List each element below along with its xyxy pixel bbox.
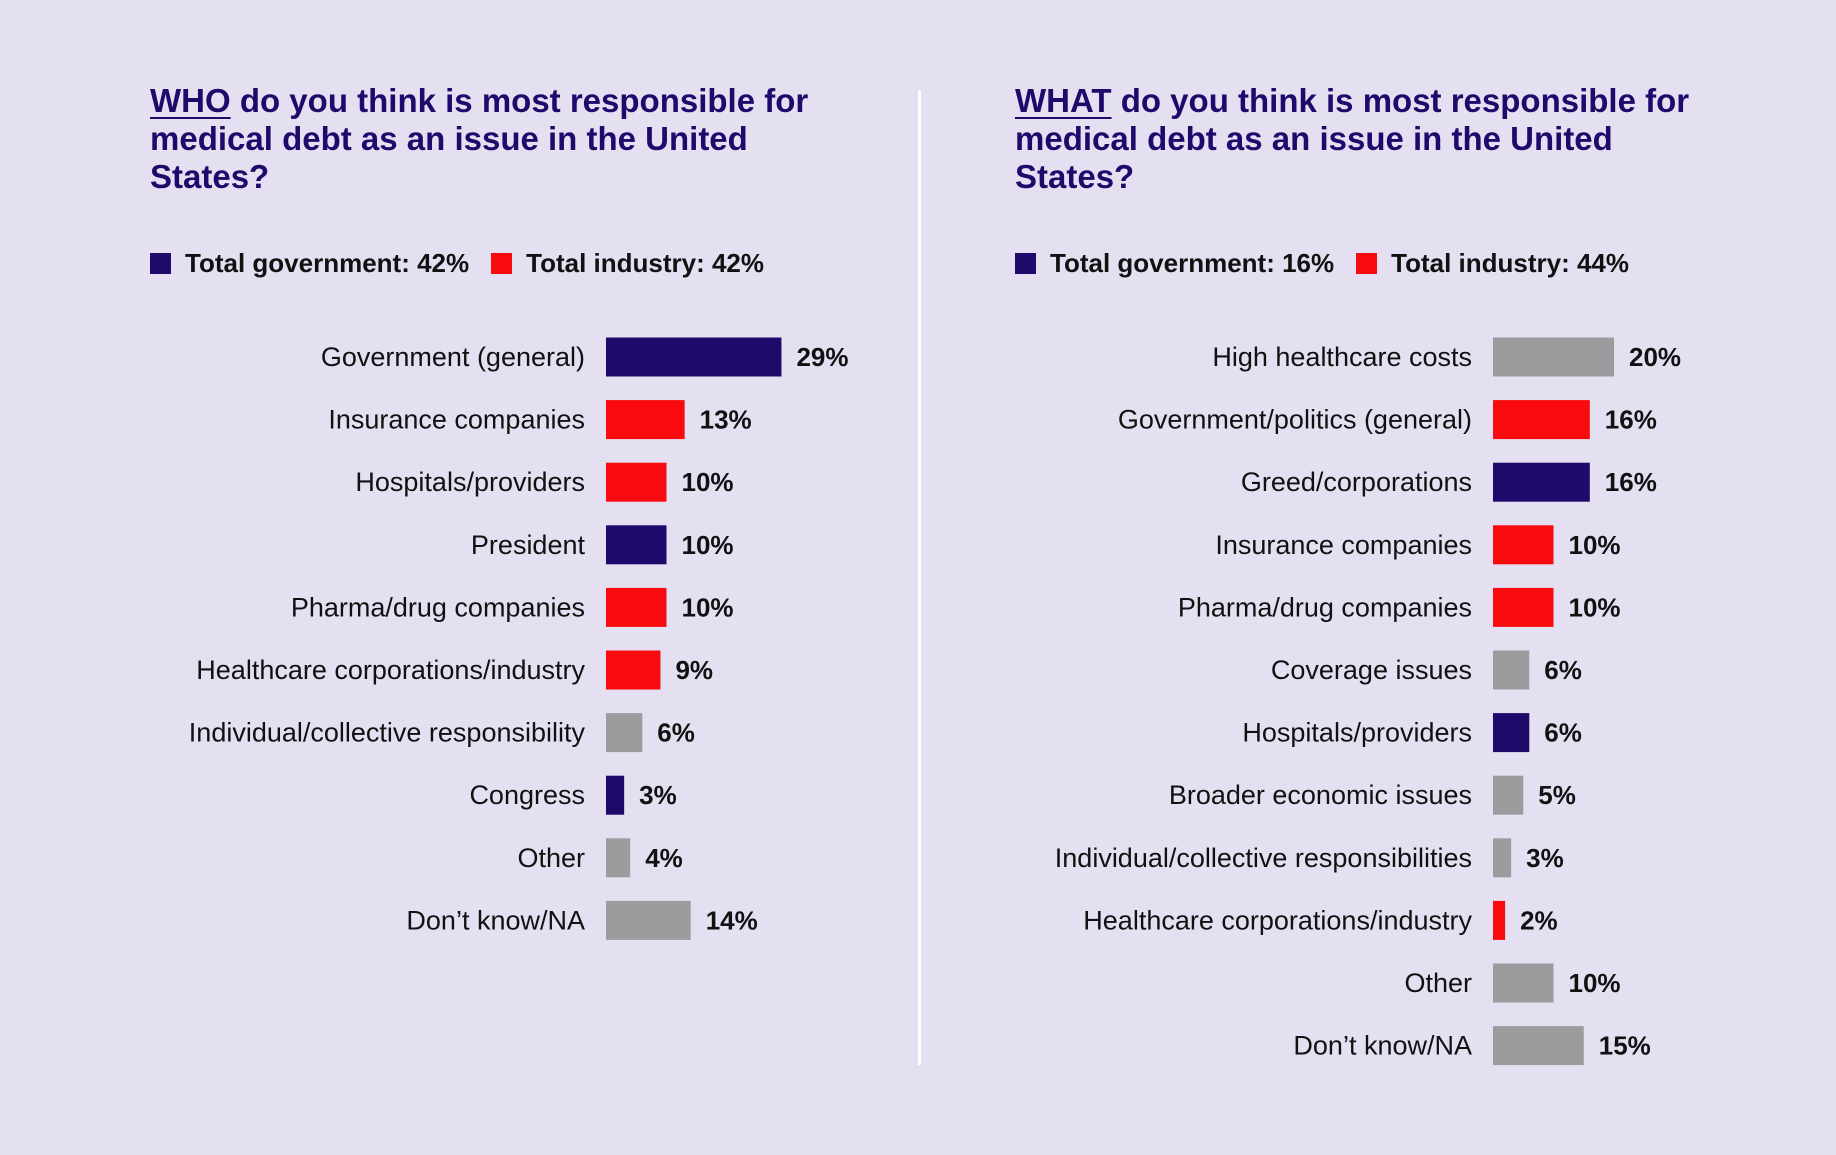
category-label: Healthcare corporations/industry <box>1083 905 1472 935</box>
bar <box>1493 775 1524 815</box>
right-panel: WHAT do you think is most responsible fo… <box>1015 0 1805 1155</box>
category-label: Don’t know/NA <box>1293 1031 1472 1061</box>
value-label: 15% <box>1599 1031 1651 1061</box>
value-label: 3% <box>1526 843 1564 873</box>
category-label: Hospitals/providers <box>355 467 585 497</box>
bar <box>1493 337 1614 377</box>
bar <box>1493 713 1530 753</box>
bar <box>1493 587 1554 627</box>
bar <box>1493 838 1512 878</box>
left-title-text: do you think is most responsible for med… <box>150 82 809 195</box>
category-label: Greed/corporations <box>1241 467 1472 497</box>
legend-label-industry: Total industry: 42% <box>526 248 765 278</box>
legend-swatch-industry <box>491 253 513 274</box>
left-title-keyword: WHO <box>150 82 231 119</box>
right-chart-title: WHAT do you think is most responsible fo… <box>1015 82 1695 196</box>
value-label: 6% <box>1544 718 1582 748</box>
category-label: Insurance companies <box>328 405 585 435</box>
category-label: President <box>471 530 586 560</box>
category-label: Individual/collective responsibility <box>189 718 586 748</box>
bar <box>606 587 667 627</box>
category-label: Other <box>1404 968 1472 998</box>
category-label: Government (general) <box>321 342 585 372</box>
bar <box>606 713 643 753</box>
value-label: 5% <box>1538 780 1576 810</box>
bar <box>1493 650 1530 690</box>
bar <box>1493 400 1590 440</box>
bar <box>1493 963 1554 1003</box>
value-label: 10% <box>682 467 734 497</box>
bar <box>1493 1026 1584 1066</box>
category-label: Pharma/drug companies <box>1178 592 1472 622</box>
legend-label-government: Total government: 16% <box>1050 248 1335 278</box>
value-label: 20% <box>1629 342 1681 372</box>
bar <box>606 337 782 377</box>
category-label: Pharma/drug companies <box>291 592 585 622</box>
value-label: 16% <box>1605 405 1657 435</box>
right-title-text: do you think is most responsible for med… <box>1015 82 1690 195</box>
category-label: Individual/collective responsibilities <box>1055 843 1472 873</box>
right-title-keyword: WHAT <box>1015 82 1112 119</box>
left-bar-chart: Government (general) 29% Insurance compani… <box>189 337 848 940</box>
value-label: 4% <box>645 843 683 873</box>
value-label: 10% <box>1569 968 1621 998</box>
legend-swatch-government <box>150 253 171 274</box>
value-label: 16% <box>1605 467 1657 497</box>
value-label: 2% <box>1520 905 1558 935</box>
right-bar-chart: High healthcare costs 20% Government/polit… <box>1055 337 1681 1066</box>
category-label: Government/politics (general) <box>1118 405 1472 435</box>
value-label: 9% <box>675 655 713 685</box>
legend-item-government: Total government: 42% <box>150 248 469 279</box>
bar <box>1493 900 1506 940</box>
right-legend: Total government: 16% Total industry: 44… <box>1015 248 1651 279</box>
value-label: 6% <box>1544 655 1582 685</box>
panel-divider <box>918 90 921 1065</box>
bar <box>606 462 667 502</box>
category-label: Insurance companies <box>1215 530 1472 560</box>
category-label: Congress <box>469 780 585 810</box>
bar <box>1493 462 1590 502</box>
category-label: Other <box>517 843 585 873</box>
category-label: Hospitals/providers <box>1242 718 1472 748</box>
value-label: 10% <box>1569 592 1621 622</box>
value-label: 13% <box>700 405 752 435</box>
category-label: High healthcare costs <box>1212 342 1472 372</box>
category-label: Healthcare corporations/industry <box>196 655 585 685</box>
legend-item-industry: Total industry: 42% <box>491 248 764 279</box>
value-label: 29% <box>796 342 848 372</box>
bar <box>606 650 661 690</box>
value-label: 6% <box>657 718 695 748</box>
value-label: 3% <box>639 780 677 810</box>
left-panel: WHO do you think is most responsible for… <box>150 0 890 1155</box>
legend-item-government: Total government: 16% <box>1015 248 1334 279</box>
value-label: 10% <box>682 592 734 622</box>
category-label: Broader economic issues <box>1169 780 1472 810</box>
legend-label-government: Total government: 42% <box>185 248 470 278</box>
left-legend: Total government: 42% Total industry: 42… <box>150 248 786 279</box>
value-label: 14% <box>706 905 758 935</box>
category-label: Don’t know/NA <box>406 905 585 935</box>
category-label: Coverage issues <box>1271 655 1472 685</box>
left-chart-title: WHO do you think is most responsible for… <box>150 82 830 196</box>
legend-swatch-industry <box>1356 253 1378 274</box>
bar <box>606 775 625 815</box>
legend-swatch-government <box>1015 253 1036 274</box>
bar <box>606 400 685 440</box>
value-label: 10% <box>1569 530 1621 560</box>
legend-label-industry: Total industry: 44% <box>1391 248 1630 278</box>
value-label: 10% <box>682 530 734 560</box>
legend-item-industry: Total industry: 44% <box>1356 248 1629 279</box>
bar <box>606 838 631 878</box>
bar <box>1493 525 1554 565</box>
bar <box>606 900 691 940</box>
bar <box>606 525 667 565</box>
